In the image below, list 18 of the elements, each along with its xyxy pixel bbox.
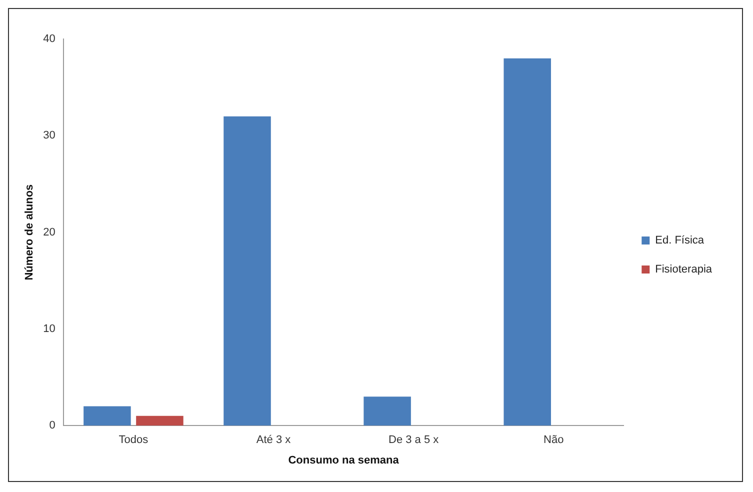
bar bbox=[224, 116, 271, 426]
x-tick-label: Até 3 x bbox=[256, 434, 292, 446]
bar bbox=[136, 416, 184, 426]
y-tick-label: 30 bbox=[43, 130, 56, 142]
legend-label: Ed. Física bbox=[655, 234, 705, 247]
x-tick-label: Todos bbox=[118, 434, 149, 446]
x-tick-label: Não bbox=[544, 434, 564, 446]
bar bbox=[504, 58, 551, 426]
legend-label: Fisioterapia bbox=[655, 264, 713, 276]
y-tick-label: 0 bbox=[49, 420, 56, 432]
y-axis-title: Número de alunos bbox=[24, 184, 36, 280]
x-tick-label: De 3 a 5 x bbox=[388, 434, 440, 446]
y-tick-label: 20 bbox=[43, 226, 56, 238]
bar bbox=[84, 406, 131, 426]
y-tick-label: 10 bbox=[43, 322, 56, 335]
bar bbox=[364, 396, 411, 426]
y-tick-label: 40 bbox=[43, 33, 56, 46]
x-axis-title: Consumo na semana bbox=[288, 454, 400, 466]
